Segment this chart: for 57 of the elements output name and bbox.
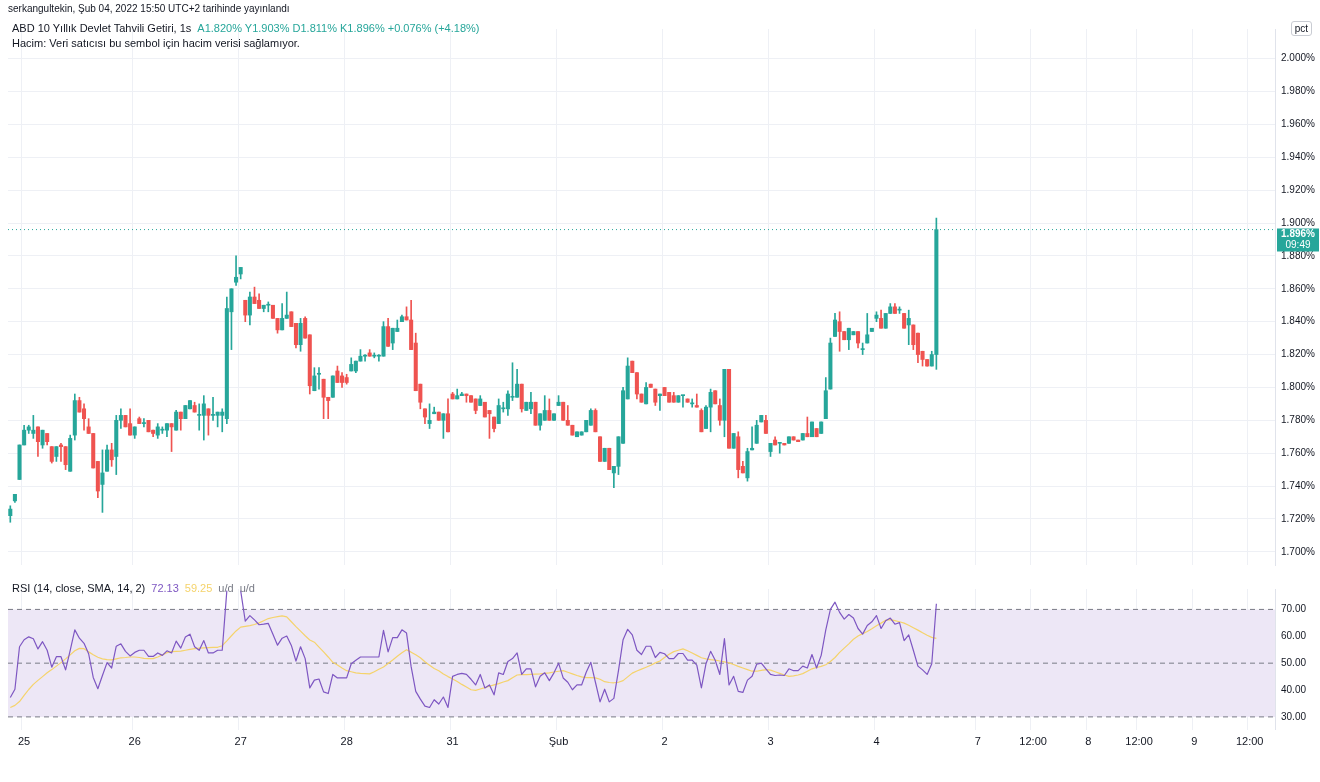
text: 09:49 <box>1285 239 1311 251</box>
annotation: u/d <box>239 582 255 594</box>
x-tick-label: 28 <box>340 735 353 748</box>
x-tick-label: 12:00 <box>1019 735 1047 748</box>
candlestick <box>906 309 911 346</box>
y-axis-title: pct <box>1290 21 1312 36</box>
y-tick-label: 1.920% <box>1281 183 1316 195</box>
y-tick-label: 50.00 <box>1281 656 1307 668</box>
chart-title: ABD 10 Yıllık Devlet Tahvili Getiri, 1s <box>12 22 192 34</box>
chart-subtitle: A1.820% Y1.903% D1.811% K1.896% +0.076% (+4.18%) <box>197 22 480 34</box>
annotation: 72.13 <box>151 582 179 594</box>
x-tick-label: 12:00 <box>1125 735 1153 748</box>
x-tick-label: 25 <box>18 735 31 748</box>
y-tick-label: 1.980% <box>1281 85 1316 97</box>
x-tick-label: 8 <box>1085 735 1092 748</box>
x-tick-label: 31 <box>446 735 459 748</box>
chart-title: RSI (14, close, SMA, 14, 2) <box>12 582 146 594</box>
candlestick <box>210 396 216 421</box>
candlestick <box>141 418 146 428</box>
x-tick-label: 26 <box>128 735 141 748</box>
y-tick-label: 1.720% <box>1281 512 1316 524</box>
annotation: u/d <box>218 582 234 594</box>
y-tick-label: 1.760% <box>1281 446 1316 458</box>
x-tick-label: 3 <box>767 735 774 748</box>
y-tick-label: 30.00 <box>1281 710 1307 722</box>
text: serkangultekin, Şub 04, 2022 15:50 UTC+2 tarihinde yayınlandı <box>8 3 290 14</box>
y-tick-label: 1.740% <box>1281 479 1316 491</box>
y-tick-label: 40.00 <box>1281 683 1307 695</box>
x-tick-label: 7 <box>974 735 981 748</box>
y-tick-label: 70.00 <box>1281 603 1307 615</box>
y-tick-label: 1.840% <box>1281 315 1316 327</box>
y-tick-label: 1.780% <box>1281 414 1316 426</box>
annotation: Hacim: Veri satıcısı bu sembol için hacim verisi sağlamıyor. <box>12 36 301 51</box>
annotation: 59.25 <box>184 582 213 594</box>
candlestick <box>777 442 782 454</box>
y-tick-label: 1.860% <box>1281 282 1316 294</box>
y-tick-label: 1.800% <box>1281 381 1316 393</box>
y-tick-label: 1.940% <box>1281 151 1316 162</box>
y-tick-label: 1.880% <box>1281 249 1316 261</box>
y-tick-label: 2.000% <box>1281 52 1316 64</box>
y-tick-label: 1.960% <box>1281 118 1316 130</box>
y-tick-label: 1.900% <box>1281 216 1316 228</box>
y-tick-label: 60.00 <box>1281 630 1307 642</box>
x-tick-label: 27 <box>234 735 247 748</box>
ref-line-label: 1.896% <box>1281 228 1316 240</box>
x-tick-label: 2 <box>661 735 668 748</box>
y-tick-label: 1.700% <box>1281 545 1316 557</box>
x-tick-label: 12:00 <box>1235 735 1264 748</box>
candlestick <box>197 403 202 431</box>
x-tick-label: 9 <box>1191 735 1198 748</box>
x-tick-label: 4 <box>873 735 880 748</box>
candlestick <box>316 367 322 390</box>
candlestick <box>266 301 271 313</box>
candlestick <box>234 255 239 286</box>
candlestick <box>680 394 685 408</box>
x-tick-label: Şub <box>548 735 569 748</box>
y-tick-label: 1.820% <box>1281 348 1316 360</box>
